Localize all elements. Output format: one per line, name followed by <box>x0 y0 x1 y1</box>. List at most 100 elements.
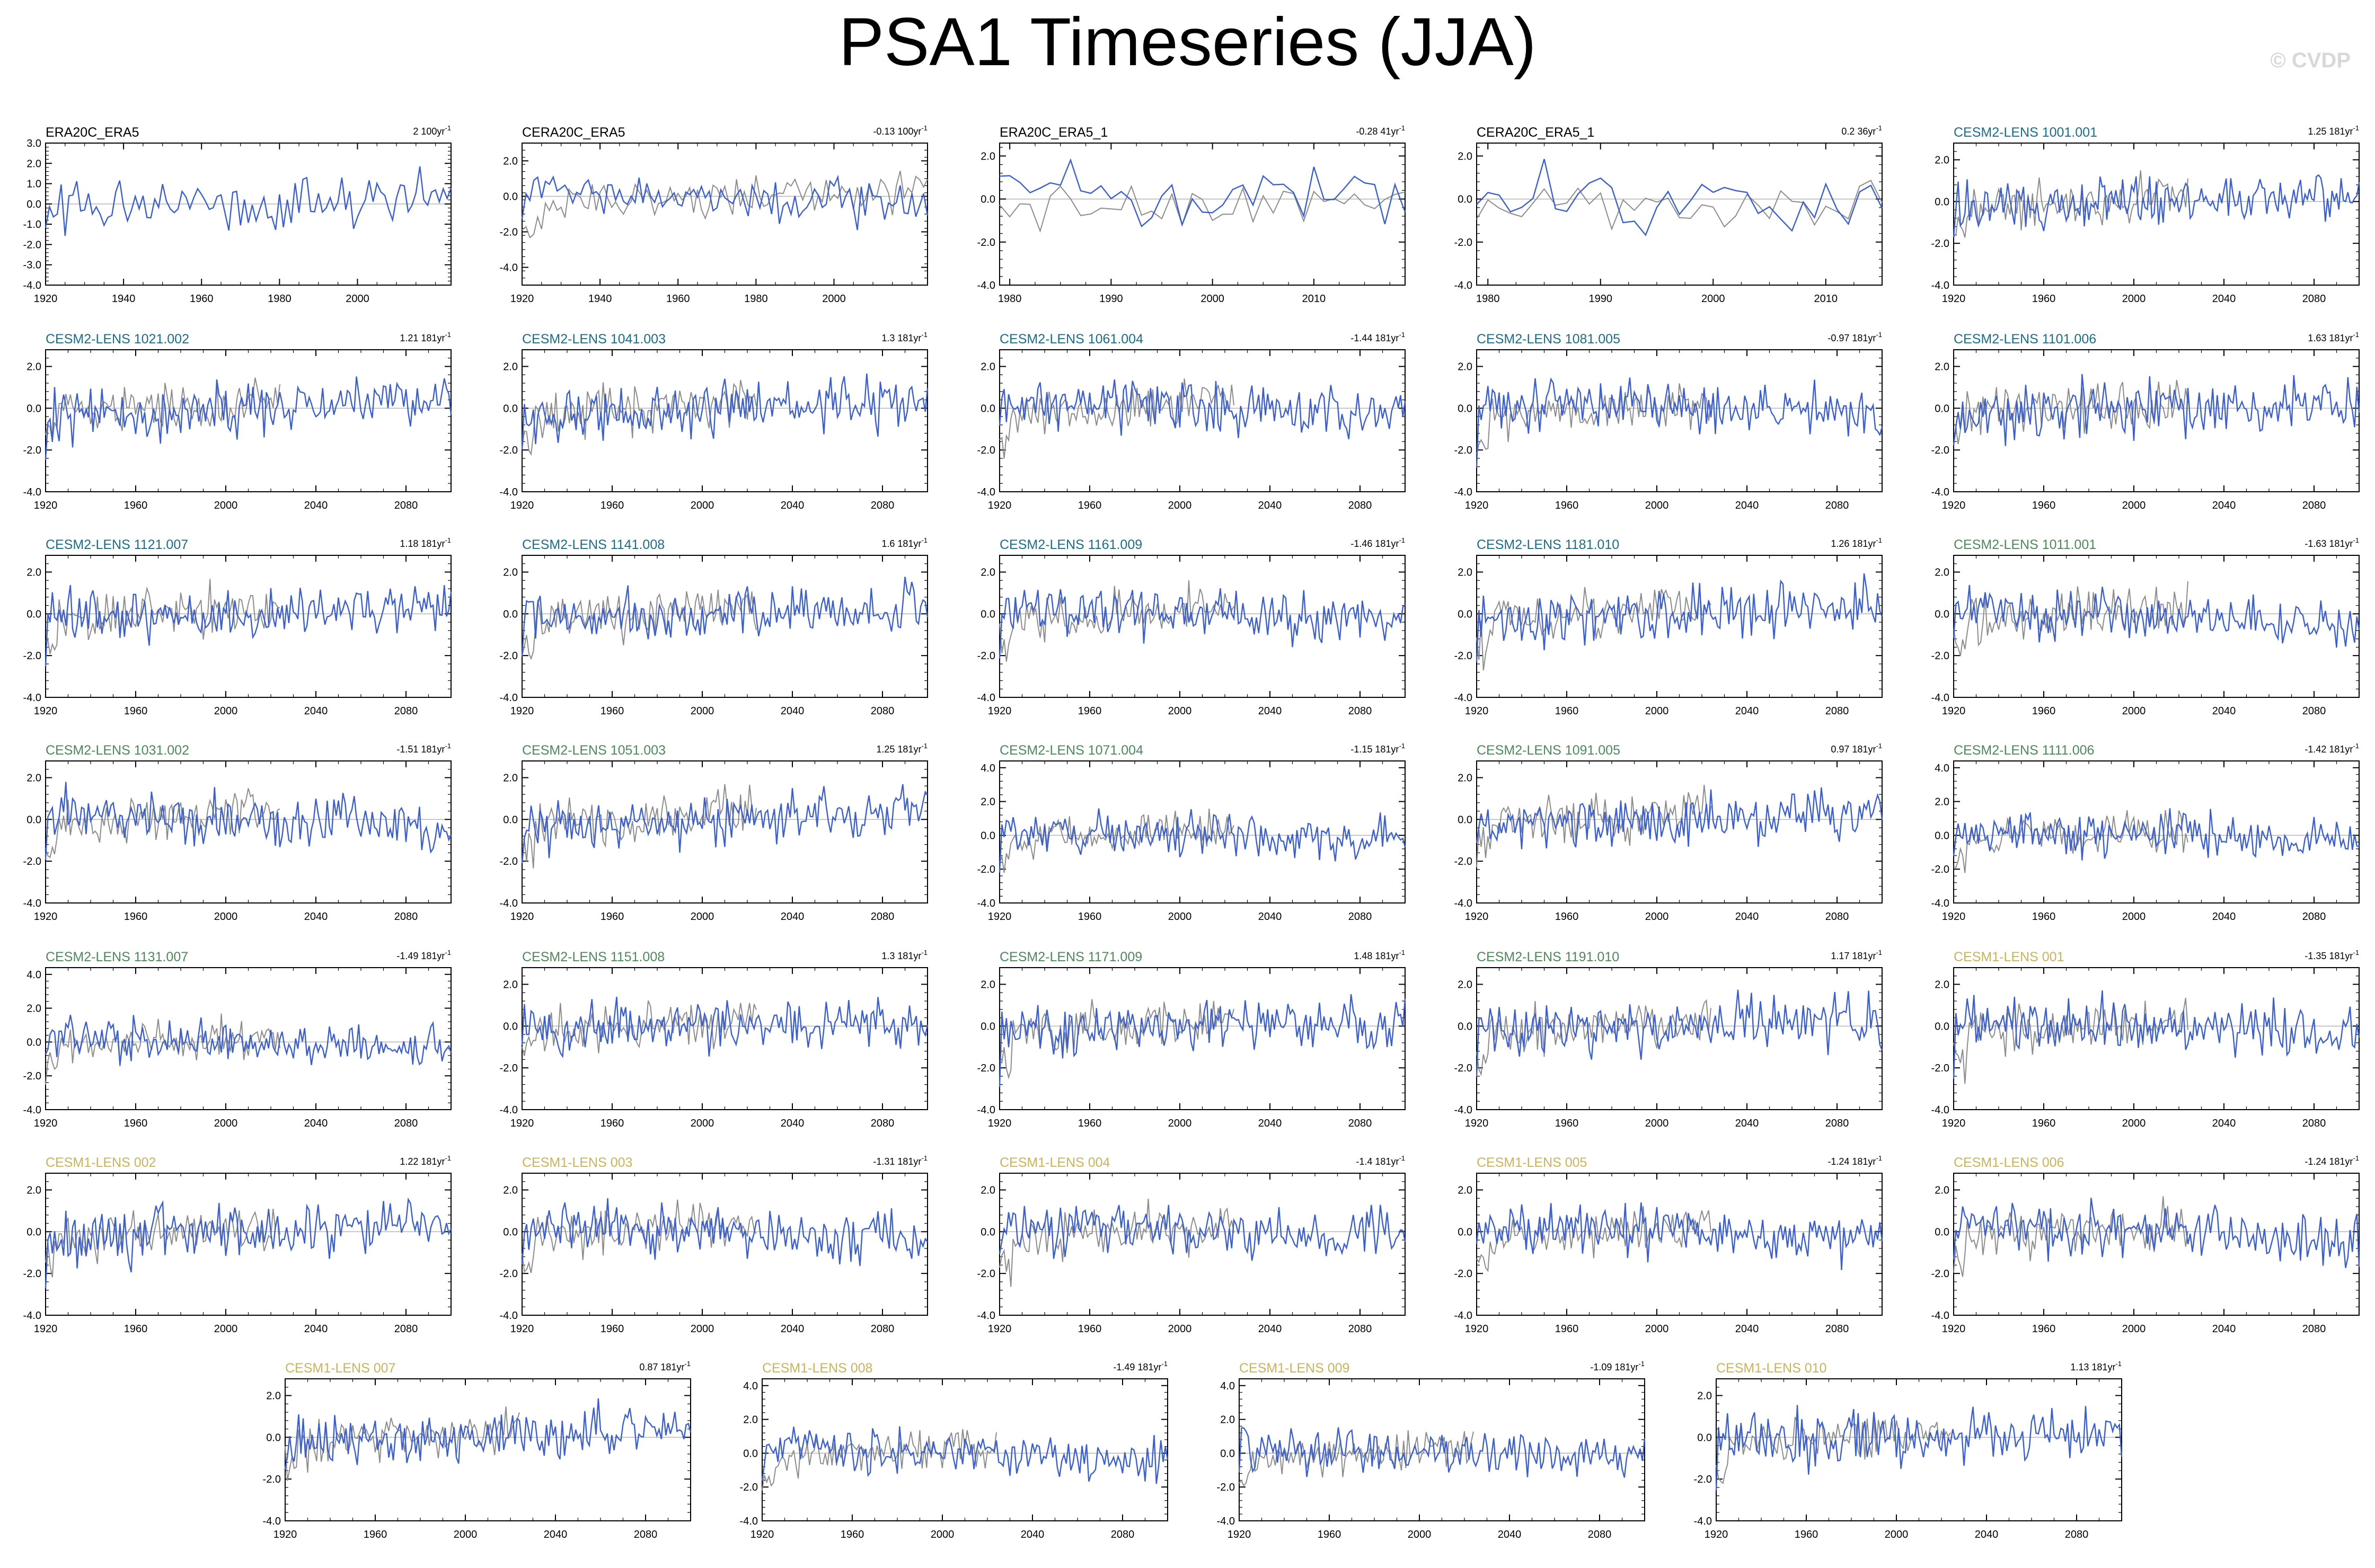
model-series-line <box>999 588 1406 659</box>
plot-frame <box>999 555 1406 698</box>
model-series-line <box>521 174 929 231</box>
y-tick-label: -2.0 <box>500 650 518 662</box>
y-tick-label: 2.0 <box>1458 567 1472 579</box>
x-tick-label: 2080 <box>1348 705 1372 717</box>
model-series-line <box>521 1198 928 1266</box>
y-tick-label: 2.0 <box>27 1003 41 1015</box>
x-tick-label: 1960 <box>1555 1118 1579 1129</box>
x-tick-label: 1920 <box>273 1529 297 1540</box>
y-tick-label: 0.0 <box>981 194 995 206</box>
x-tick-label: 1960 <box>601 1118 624 1129</box>
x-tick-label: 2040 <box>1258 911 1282 923</box>
y-tick-label: 2.0 <box>1458 150 1472 162</box>
x-tick-label: 2040 <box>1735 911 1759 923</box>
x-tick-label: 2040 <box>1258 500 1282 511</box>
y-tick-label: -4.0 <box>23 1310 41 1322</box>
y-tick-label: 2.0 <box>503 567 518 579</box>
trend-label: 1.3 181yr-1 <box>881 331 928 343</box>
x-tick-label: 2080 <box>871 500 895 511</box>
panel: CESM1-LENS 003 -1.31 181yr-1 2.0 0.0 -2.0 -4.… <box>500 1154 928 1335</box>
x-tick-label: 1920 <box>34 500 58 511</box>
model-series-line <box>1476 1202 1883 1270</box>
x-tick-label: 2000 <box>822 293 846 305</box>
x-tick-label: 2080 <box>2302 1323 2326 1335</box>
y-tick-label: -4.0 <box>500 1104 518 1116</box>
panel-title: CESM2-LENS 1051.003 <box>522 743 666 758</box>
y-tick-label: 2.0 <box>27 567 41 579</box>
y-tick-label: -4.0 <box>23 280 41 291</box>
x-tick-label: 1920 <box>34 911 58 923</box>
y-tick-label: -2.0 <box>263 1474 281 1485</box>
trend-label: 1.25 181yr-1 <box>876 742 928 755</box>
y-tick-label: -2.0 <box>977 237 995 249</box>
x-tick-label: 2040 <box>1498 1529 1522 1540</box>
trend-label: -1.24 181yr-1 <box>1827 1154 1882 1167</box>
panel: CESM1-LENS 005 -1.24 181yr-1 2.0 0.0 -2.0 -4.… <box>1454 1154 1883 1335</box>
panel: CESM2-LENS 1031.002 -1.51 181yr-1 2.0 0.0 -2… <box>23 742 452 923</box>
y-tick-label: 0.0 <box>1458 1021 1472 1032</box>
trend-label: -1.31 181yr-1 <box>873 1154 928 1167</box>
panel-title: CESM2-LENS 1131.007 <box>46 950 188 964</box>
trend-label: -1.42 181yr-1 <box>2305 742 2359 755</box>
observed-series-line <box>1953 998 2188 1084</box>
model-series-line <box>1953 1198 2360 1269</box>
y-tick-label: -4.0 <box>23 898 41 909</box>
plot-frame <box>1476 349 1883 492</box>
y-tick-label: -4.0 <box>740 1516 758 1527</box>
y-tick-label: 2.0 <box>503 1185 518 1197</box>
x-tick-label: 1960 <box>1795 1529 1818 1540</box>
observed-series-line <box>999 999 1234 1079</box>
x-tick-label: 1960 <box>601 500 624 511</box>
y-tick-label: -1.0 <box>23 219 41 231</box>
y-tick-label: -4.0 <box>1931 1104 1949 1116</box>
y-tick-label: -2.0 <box>977 1062 995 1074</box>
watermark: © CVDP <box>2270 49 2351 72</box>
plot-frame <box>1953 555 2360 698</box>
panel-title: CESM2-LENS 1151.008 <box>522 950 665 964</box>
x-tick-label: 2000 <box>1200 293 1224 305</box>
y-tick-label: 2.0 <box>981 361 995 373</box>
x-tick-label: 1920 <box>1228 1529 1251 1540</box>
x-tick-label: 2080 <box>2302 1118 2326 1129</box>
observed-series-line <box>999 378 1234 459</box>
x-tick-label: 2040 <box>1258 705 1282 717</box>
y-tick-label: 2.0 <box>981 979 995 991</box>
x-tick-label: 2040 <box>304 1323 328 1335</box>
x-tick-label: 1920 <box>1705 1529 1728 1540</box>
panel: CESM1-LENS 006 -1.24 181yr-1 2.0 0.0 -2.0 -4.… <box>1931 1154 2360 1335</box>
y-tick-label: 0.0 <box>27 814 41 826</box>
x-tick-label: 1920 <box>34 293 58 305</box>
y-tick-label: -4.0 <box>977 280 995 291</box>
x-tick-label: 1920 <box>510 1323 534 1335</box>
y-tick-label: -2.0 <box>500 1062 518 1074</box>
x-tick-label: 1920 <box>34 705 58 717</box>
model-series-line <box>1476 377 1883 468</box>
y-tick-label: 2.0 <box>1935 567 1949 579</box>
model-series-line <box>1238 1427 1646 1478</box>
x-tick-label: 1960 <box>1078 500 1102 511</box>
y-tick-label: 0.0 <box>27 1226 41 1238</box>
trend-label: 1.18 181yr-1 <box>400 536 451 549</box>
y-tick-label: -4.0 <box>263 1516 281 1527</box>
x-tick-label: 2080 <box>1111 1529 1135 1540</box>
x-tick-label: 2000 <box>214 705 238 717</box>
x-tick-label: 2040 <box>1258 1323 1282 1335</box>
x-tick-label: 1980 <box>744 293 768 305</box>
trend-label: -1.35 181yr-1 <box>2305 949 2359 961</box>
x-tick-label: 2010 <box>1814 293 1838 305</box>
panel-title: CESM1-LENS 002 <box>46 1155 156 1170</box>
y-tick-label: 0.0 <box>981 830 995 841</box>
panel: CESM2-LENS 1051.003 1.25 181yr-1 2.0 0.0 -2.… <box>500 742 928 923</box>
panel-title: CERA20C_ERA5 <box>522 125 625 140</box>
x-tick-label: 1920 <box>510 911 534 923</box>
x-tick-label: 1960 <box>1555 705 1579 717</box>
x-tick-label: 2000 <box>214 500 238 511</box>
x-tick-label: 1960 <box>2032 1118 2056 1129</box>
plot-frame <box>1476 143 1883 286</box>
x-tick-label: 2040 <box>544 1529 568 1540</box>
y-tick-label: -2.0 <box>1454 237 1472 249</box>
x-tick-label: 1940 <box>588 293 612 305</box>
panel: CESM2-LENS 1071.004 -1.15 181yr-1 4.0 2.0 0.… <box>977 742 1406 923</box>
y-tick-label: -4.0 <box>500 692 518 704</box>
plot-frame <box>999 143 1406 286</box>
